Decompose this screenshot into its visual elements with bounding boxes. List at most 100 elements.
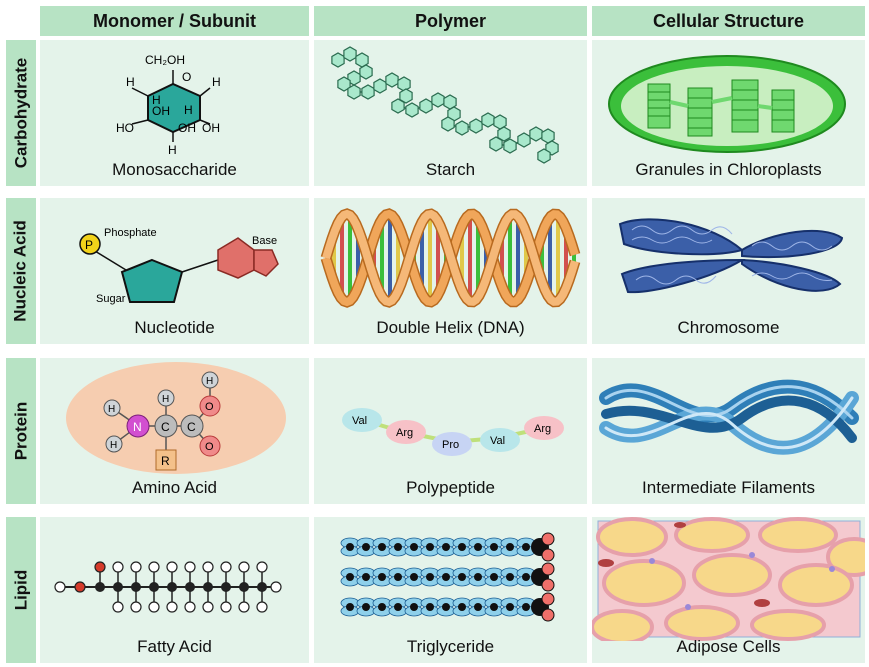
carbon-bead bbox=[362, 573, 370, 581]
glucose-unit bbox=[481, 112, 495, 128]
hydrogen-atom bbox=[112, 601, 124, 613]
cell-monosaccharide: CH₂OH O H H H OH H HO OH OH H Monosaccha… bbox=[40, 40, 309, 186]
caption-dna: Double Helix (DNA) bbox=[376, 318, 525, 337]
carbon-bead bbox=[378, 573, 386, 581]
row-label-lipid: Lipid bbox=[6, 517, 36, 663]
dna-strand-b bbox=[322, 209, 579, 307]
oxygen-atom bbox=[94, 561, 106, 573]
polypeptide-diagram: Val Arg Pro Val Arg bbox=[342, 408, 564, 456]
glucose-unit bbox=[419, 98, 433, 114]
base-ring-1 bbox=[217, 237, 255, 279]
glucose-unit bbox=[441, 116, 455, 132]
carbon-bead bbox=[506, 543, 514, 551]
glucose-unit bbox=[489, 136, 503, 152]
carbon-bead bbox=[378, 603, 386, 611]
red-blood-cells bbox=[598, 522, 770, 607]
chromosome-diagram bbox=[618, 218, 844, 294]
triglyceride-diagram bbox=[340, 532, 555, 622]
hydrogen-atom bbox=[220, 561, 232, 573]
carbon-bead bbox=[410, 573, 418, 581]
glucose-unit bbox=[385, 72, 399, 88]
label-h-1: H bbox=[126, 75, 135, 89]
glucose-unit bbox=[529, 126, 543, 142]
glucose-unit bbox=[497, 126, 511, 142]
carbon-bead bbox=[346, 543, 354, 551]
starch-diagram bbox=[331, 46, 559, 164]
carbon-bead bbox=[410, 603, 418, 611]
chloroplast-diagram bbox=[608, 55, 846, 153]
glucose-unit bbox=[537, 148, 551, 164]
carbon-bead bbox=[458, 573, 466, 581]
residue-arg-1 bbox=[386, 420, 426, 444]
hydrogen-atom bbox=[184, 601, 196, 613]
filament-strands bbox=[599, 379, 859, 455]
ester-oxygen bbox=[541, 578, 555, 592]
label-ring-o: O bbox=[182, 70, 191, 84]
hydrogen-atom bbox=[112, 561, 124, 573]
carbon-bead bbox=[442, 603, 450, 611]
caption-adipose: Adipose Cells bbox=[676, 637, 781, 656]
carbon-bead bbox=[426, 603, 434, 611]
hydrogen-atom bbox=[54, 581, 66, 593]
label-sugar: Sugar bbox=[96, 293, 126, 305]
glucose-unit bbox=[517, 132, 531, 148]
label-oh-2: OH bbox=[202, 121, 220, 135]
label-r: R bbox=[161, 454, 170, 468]
carbon-bead bbox=[394, 543, 402, 551]
label-arg-2: Arg bbox=[534, 423, 551, 435]
carbon-atom bbox=[131, 582, 141, 592]
hydrogen-atom bbox=[148, 561, 160, 573]
caption-chromosome: Chromosome bbox=[677, 318, 780, 337]
glucose-unit bbox=[391, 98, 405, 114]
label-n: N bbox=[133, 420, 142, 434]
glucose-unit bbox=[361, 84, 375, 100]
carbon-bead bbox=[474, 603, 482, 611]
caption-polypeptide: Polypeptide bbox=[406, 478, 495, 497]
label-c-1: C bbox=[161, 420, 170, 434]
label-h-b: H bbox=[110, 440, 117, 451]
carbon-bead bbox=[506, 603, 514, 611]
grana-lines bbox=[648, 89, 794, 129]
label-o-2: O bbox=[205, 441, 214, 453]
row-label-protein-text: Protein bbox=[11, 401, 30, 461]
glucose-unit bbox=[359, 64, 373, 80]
glucose-unit bbox=[337, 76, 351, 92]
hydrogen-atom bbox=[238, 601, 250, 613]
cell-chromosome: Chromosome bbox=[592, 198, 865, 344]
carbon-atom bbox=[257, 582, 267, 592]
hydrogen-atom bbox=[148, 601, 160, 613]
cell-fatty-acid: Fatty Acid bbox=[40, 517, 309, 663]
label-base: Base bbox=[252, 235, 277, 247]
row-label-protein: Protein bbox=[6, 358, 36, 504]
residue-arg-2 bbox=[524, 416, 564, 440]
label-ch2oh: CH₂OH bbox=[145, 53, 185, 67]
carbon-bead bbox=[490, 543, 498, 551]
carbon-bead bbox=[458, 603, 466, 611]
label-o-1: O bbox=[205, 401, 214, 413]
carbon-atom bbox=[95, 582, 105, 592]
carbon-atom bbox=[203, 582, 213, 592]
ester-oxygen bbox=[541, 608, 555, 622]
nucleotide-diagram: P Phosphate Sugar Base bbox=[79, 227, 279, 305]
label-oh-3: OH bbox=[178, 121, 196, 135]
residue-pro bbox=[432, 432, 472, 456]
carbon-bead bbox=[426, 573, 434, 581]
carbon-bead bbox=[410, 543, 418, 551]
cell-dna: Double Helix (DNA) bbox=[314, 198, 587, 344]
row-label-carbohydrate-text: Carbohydrate bbox=[11, 57, 30, 169]
residue-val-1 bbox=[342, 408, 382, 432]
glucose-unit bbox=[469, 118, 483, 134]
hydrogen-atom bbox=[270, 581, 282, 593]
carbon-bead bbox=[458, 543, 466, 551]
filaments-diagram bbox=[599, 379, 859, 455]
caption-granules: Granules in Chloroplasts bbox=[635, 160, 822, 179]
glucose-unit bbox=[455, 120, 469, 136]
fat-cells bbox=[592, 517, 865, 641]
ester-oxygen bbox=[541, 592, 555, 606]
caption-nucleotide: Nucleotide bbox=[134, 318, 215, 337]
header-structure: Cellular Structure bbox=[592, 6, 865, 36]
amino-acid-diagram: H H N H C C R O O H bbox=[66, 362, 286, 474]
label-h-d: H bbox=[206, 376, 213, 387]
glucose-unit bbox=[399, 88, 413, 104]
